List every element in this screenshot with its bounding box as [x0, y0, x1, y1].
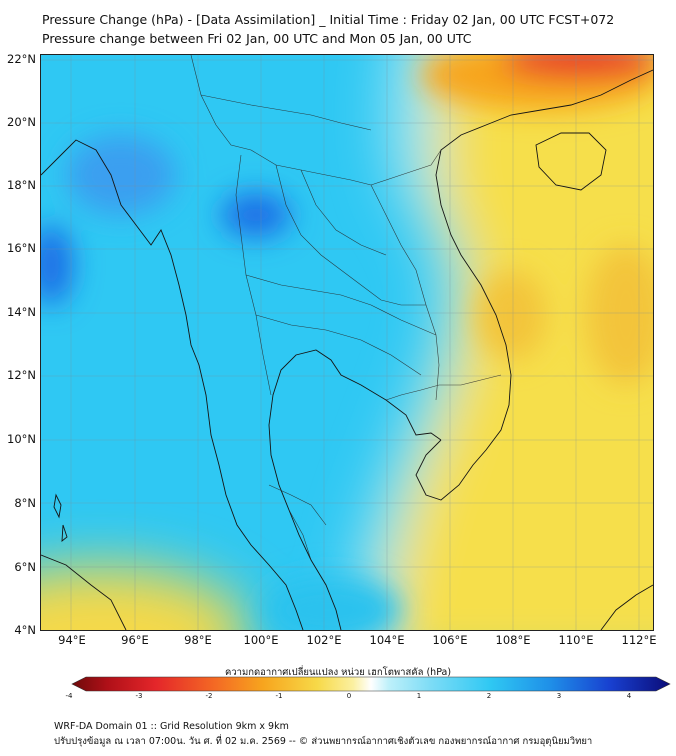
lon-label: 104°E — [369, 633, 405, 647]
lat-label: 10°N — [7, 432, 36, 446]
lon-label: 98°E — [184, 633, 212, 647]
colorbar-tick: 1 — [416, 692, 422, 700]
field-blue-west — [66, 135, 176, 215]
colorbar — [71, 676, 671, 692]
field-blue-core-west — [41, 225, 73, 305]
chart-title: Pressure Change (hPa) - [Data Assimilati… — [42, 12, 615, 27]
footer-credit: ปรับปรุงข้อมูล ณ เวลา 07:00น. วัน ศ. ที่… — [54, 736, 593, 747]
field-red-north — [501, 55, 653, 78]
footer-model-info: WRF-DA Domain 01 :: Grid Resolution 9km … — [54, 721, 289, 732]
lon-label: 102°E — [306, 633, 342, 647]
lon-label: 110°E — [558, 633, 594, 647]
lon-label: 112°E — [621, 633, 657, 647]
graticule — [41, 55, 653, 630]
lat-label: 4°N — [14, 623, 36, 637]
colorbar-gradient — [71, 676, 671, 692]
lat-label: 20°N — [7, 115, 36, 129]
admin-borders — [190, 55, 502, 561]
field-blue-core-north — [221, 193, 291, 237]
colorbar-tick: -1 — [275, 692, 283, 700]
colorbar-tick: 2 — [486, 692, 492, 700]
lat-label: 16°N — [7, 241, 36, 255]
lon-label: 96°E — [121, 633, 149, 647]
lat-label: 6°N — [14, 560, 36, 574]
colorbar-tick: -2 — [205, 692, 213, 700]
pressure-change-map[interactable] — [40, 54, 654, 631]
lat-label: 22°N — [7, 52, 36, 66]
lon-label: 100°E — [243, 633, 279, 647]
colorbar-tick: -3 — [135, 692, 143, 700]
field-transition-band — [347, 55, 464, 630]
field-orange-east — [586, 245, 653, 385]
colorbar-tick: 0 — [346, 692, 352, 700]
chart-subtitle: Pressure change between Fri 02 Jan, 00 U… — [42, 31, 472, 46]
coastlines — [41, 69, 653, 630]
lat-label: 18°N — [7, 178, 36, 192]
lat-label: 14°N — [7, 305, 36, 319]
lon-label: 108°E — [495, 633, 531, 647]
colorbar-tick: 4 — [626, 692, 632, 700]
lat-label: 8°N — [14, 496, 36, 510]
lat-label: 12°N — [7, 368, 36, 382]
field-orange-laos — [476, 270, 546, 360]
colorbar-tick: 3 — [556, 692, 562, 700]
colorbar-title: ความกดอากาศเปลี่ยนแปลง หน่วย เฮกโตพาสคัล… — [224, 667, 452, 678]
field-cyan-south — [261, 575, 401, 630]
colorbar-tick: -4 — [65, 692, 73, 700]
lon-label: 94°E — [58, 633, 86, 647]
map-canvas — [41, 55, 653, 630]
lon-label: 106°E — [432, 633, 468, 647]
